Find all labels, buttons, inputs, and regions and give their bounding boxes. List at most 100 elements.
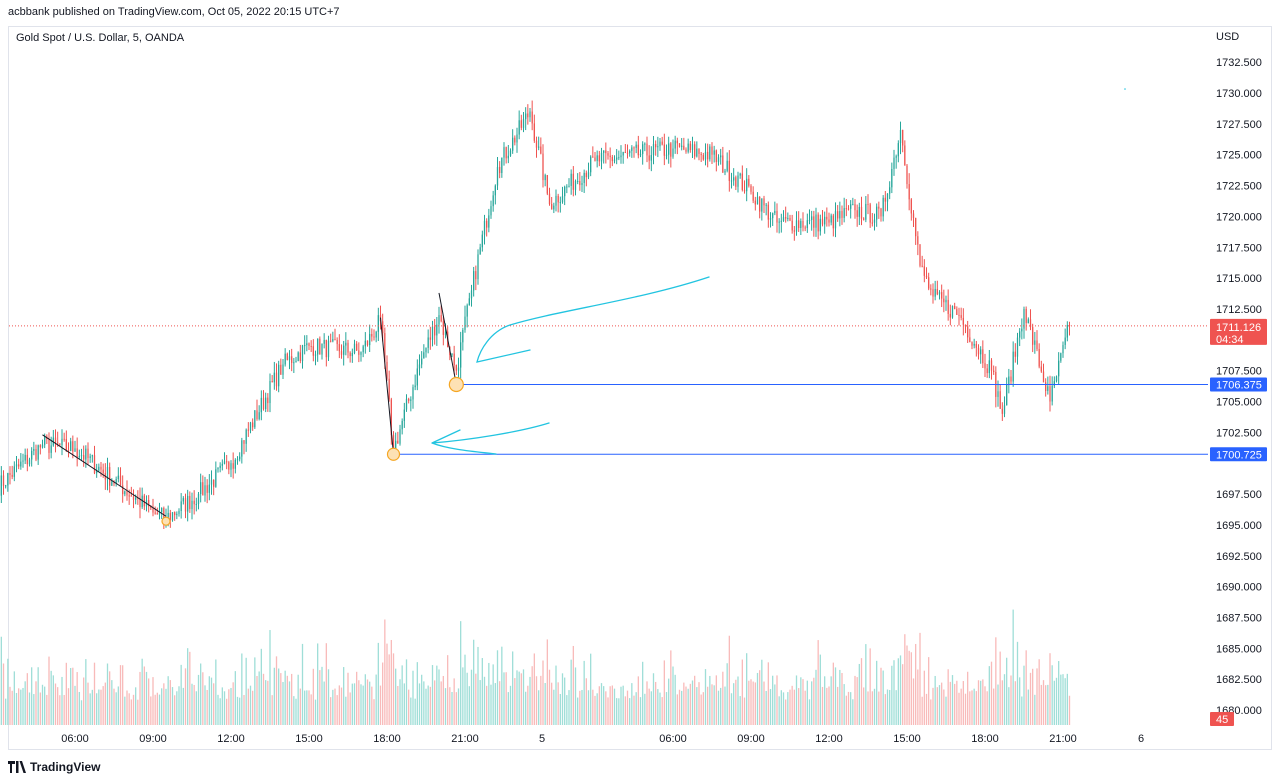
candle-body — [330, 340, 332, 342]
volume-bar — [728, 635, 730, 725]
volume-bar — [345, 696, 347, 725]
volume-bar — [252, 690, 254, 725]
volume-bar — [336, 695, 338, 725]
volume-bar — [184, 668, 187, 725]
candle-body — [869, 204, 871, 223]
tradingview-logo-icon — [8, 761, 26, 773]
candle-body — [37, 445, 39, 460]
candle-body — [63, 438, 65, 440]
candle-body — [700, 153, 702, 156]
candle-body — [767, 204, 769, 220]
candle-body — [74, 448, 76, 452]
candle-body — [683, 145, 685, 150]
volume-bar — [880, 667, 882, 725]
volume-bar — [540, 675, 542, 725]
candle-body — [176, 513, 178, 516]
volume-bar — [538, 690, 540, 725]
candle-body — [115, 479, 117, 484]
volume-bar — [663, 660, 665, 725]
volume-bar — [553, 689, 555, 725]
volume-bar — [65, 662, 67, 725]
x-tick-label: 09:00 — [737, 733, 765, 745]
candle-body — [691, 144, 694, 151]
candle-body — [715, 150, 717, 163]
candle-body — [431, 326, 434, 340]
volume-bar — [839, 669, 841, 725]
volume-bar — [776, 675, 778, 725]
volume-bar — [748, 680, 750, 725]
candle-body — [234, 459, 236, 469]
volume-bar — [923, 670, 925, 725]
volume-bar — [789, 689, 791, 725]
volume-bar — [39, 692, 41, 725]
candle-body — [670, 143, 672, 157]
volume-bar — [403, 683, 405, 725]
candle-body — [917, 236, 919, 245]
candle-body — [338, 344, 340, 352]
candle-body — [997, 391, 999, 397]
y-tick-label: 1687.500 — [1216, 612, 1262, 624]
candle-body — [18, 464, 20, 467]
candle-body — [525, 113, 527, 120]
volume-bar — [156, 692, 158, 725]
candle-body — [24, 454, 26, 461]
candle-body — [26, 454, 28, 465]
volume-bar — [200, 663, 202, 725]
candle-body — [382, 321, 384, 334]
volume-bar — [767, 662, 769, 725]
candle-body — [245, 429, 247, 444]
volume-bar — [412, 670, 414, 725]
candle-body — [475, 271, 477, 280]
candle-body — [763, 198, 765, 206]
volume-bar — [481, 658, 483, 725]
volume-bar — [694, 675, 696, 725]
candle-body — [943, 298, 945, 303]
footer[interactable]: TradingView — [8, 757, 100, 777]
candle-body — [260, 397, 262, 413]
volume-bar — [80, 700, 83, 725]
candle-body — [327, 340, 330, 358]
candle-body — [466, 305, 468, 317]
candle-body — [713, 150, 715, 155]
volume-bar — [730, 693, 733, 725]
volume-bar — [546, 639, 548, 725]
volume-bar — [334, 688, 336, 725]
volume-bar — [319, 670, 321, 725]
volume-bar — [830, 676, 832, 725]
volume-bar — [258, 671, 260, 725]
candle-body — [863, 218, 865, 220]
candle-body — [206, 485, 208, 493]
candle-body — [548, 193, 551, 205]
volume-bar — [951, 675, 954, 725]
candle-body — [321, 343, 323, 355]
symbol-title[interactable]: Gold Spot / U.S. Dollar, 5, OANDA — [16, 32, 185, 44]
candle-body — [299, 352, 301, 361]
volume-bar — [226, 698, 228, 725]
volume-bar — [423, 681, 425, 725]
volume-bar — [947, 669, 949, 725]
candle-body — [854, 204, 856, 211]
candle-body — [741, 173, 743, 190]
candle-body — [865, 203, 867, 220]
candle-body — [191, 500, 193, 509]
candle-body — [856, 210, 858, 217]
candle-body — [184, 498, 187, 512]
volume-bar — [765, 690, 767, 725]
candle-body — [340, 351, 343, 355]
candle-body — [544, 175, 546, 181]
candle-body — [0, 475, 2, 496]
volume-bar — [377, 642, 379, 725]
candle-body — [503, 147, 505, 158]
trend-line — [438, 292, 457, 385]
volume-bar — [1010, 675, 1012, 725]
volume-bar — [769, 689, 772, 725]
volume-bar — [304, 690, 306, 725]
volume-bar — [174, 695, 176, 725]
volume-bar — [525, 691, 527, 725]
candle-body — [938, 292, 941, 295]
candle-body — [772, 213, 774, 219]
volume-bar — [739, 696, 741, 725]
candle-body — [850, 204, 852, 209]
x-tick-label: 18:00 — [971, 733, 999, 745]
